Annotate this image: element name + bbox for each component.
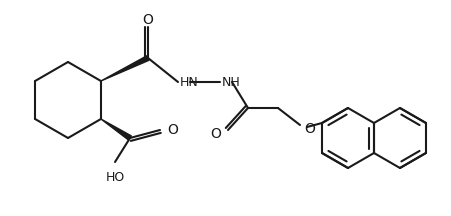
Text: NH: NH (221, 76, 240, 89)
Text: O: O (166, 123, 178, 137)
Polygon shape (101, 119, 131, 140)
Text: HN: HN (179, 76, 198, 89)
Text: O: O (304, 122, 314, 136)
Text: HO: HO (105, 171, 124, 184)
Text: O: O (142, 13, 153, 27)
Text: O: O (210, 127, 221, 141)
Polygon shape (101, 56, 149, 81)
